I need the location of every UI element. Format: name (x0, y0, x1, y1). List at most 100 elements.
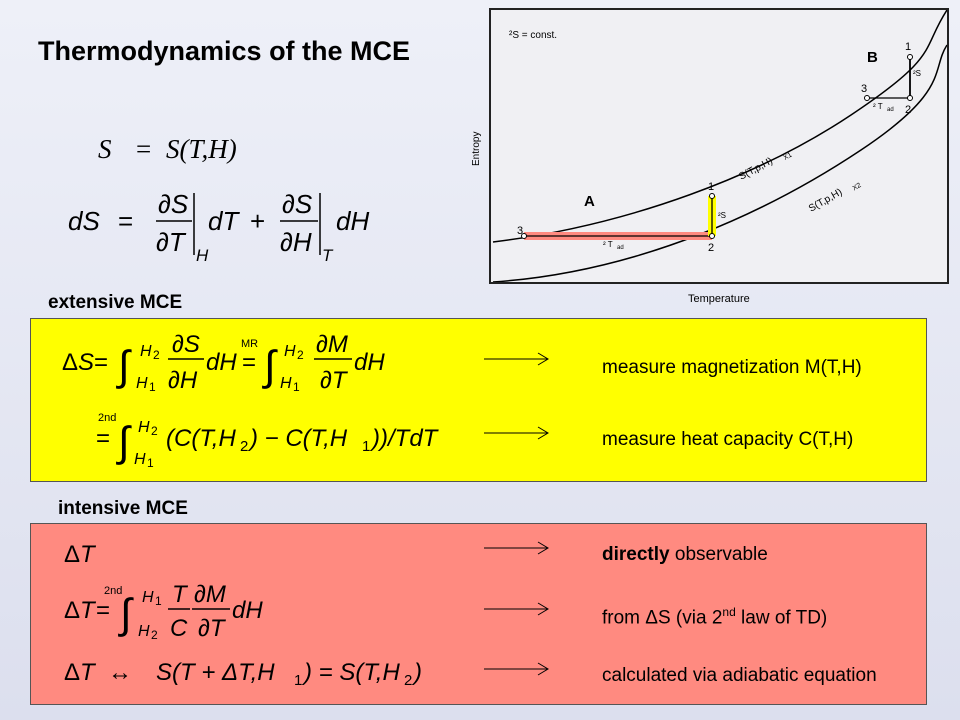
svg-text:S(T + ΔT,H: S(T + ΔT,H (156, 659, 275, 686)
intensive-desc-1-rest: observable (669, 544, 768, 565)
svg-text:∂S: ∂S (172, 331, 200, 358)
svg-text:∫: ∫ (116, 342, 132, 389)
svg-text:H: H (134, 451, 146, 468)
eq2-lhs: dS (68, 206, 100, 236)
svg-text:(C(T,H: (C(T,H (166, 425, 236, 452)
svg-text:Δ: Δ (64, 597, 80, 624)
svg-text:C: C (170, 615, 188, 642)
svg-text:∂T: ∂T (320, 367, 349, 394)
svg-text:))/TdT: ))/TdT (369, 425, 440, 452)
curve1-label: S(T,p,H) (737, 156, 775, 183)
dt-sub-a: ad (617, 245, 624, 251)
svg-text:H: H (284, 343, 296, 360)
eq1-lhs: S (98, 134, 112, 164)
intensive-desc-1-bold: directly (602, 544, 670, 565)
point-1-a: 1 (708, 181, 714, 193)
dt-sub-b: ad (887, 107, 894, 113)
intensive-desc-1: directly observable (602, 544, 768, 566)
point-1-b: 1 (905, 41, 911, 53)
svg-text:∫: ∫ (262, 342, 278, 389)
svg-text:=: = (94, 349, 108, 376)
extensive-desc-1: measure magnetization M(T,H) (602, 357, 862, 378)
intensive-desc-2-pre: from ΔS (via 2 (602, 607, 723, 629)
svg-text:2: 2 (240, 438, 248, 455)
svg-text:H: H (280, 375, 292, 392)
svg-text:∫: ∫ (118, 590, 134, 637)
svg-text:): ) (411, 659, 422, 686)
svg-text:2: 2 (153, 348, 160, 362)
dt-label-b: ² T (873, 102, 883, 111)
svg-text:+: + (250, 206, 265, 236)
eq1-op: = (136, 134, 152, 164)
svg-text:=: = (96, 425, 110, 452)
ds-label-b: ²S (913, 69, 921, 78)
second-label-int: 2nd (104, 585, 123, 597)
intensive-panel (30, 523, 927, 705)
intensive-desc-2-post: law of TD) (735, 607, 828, 629)
label-b: B (867, 49, 878, 66)
svg-text:S: S (78, 349, 94, 376)
svg-text:∂T: ∂T (156, 227, 187, 257)
svg-text:T: T (80, 659, 97, 686)
svg-text:2: 2 (297, 348, 304, 362)
second-label-ext: 2nd (98, 412, 117, 424)
svg-text:∂S: ∂S (158, 189, 189, 219)
svg-text:) = S(T,H: ) = S(T,H (301, 659, 400, 686)
svg-text:1: 1 (362, 438, 370, 455)
svg-text:H: H (136, 375, 148, 392)
svg-text:dT: dT (208, 206, 240, 236)
arrow-icon (484, 541, 549, 555)
svg-text:∂T: ∂T (198, 615, 227, 642)
svg-text:dH: dH (232, 597, 263, 624)
svg-text:H: H (138, 623, 150, 640)
curve2-sub: X2 (852, 182, 863, 192)
svg-text:T: T (80, 597, 97, 624)
eq1-rhs: S(T,H) (166, 134, 237, 164)
curve-x2 (492, 44, 947, 282)
extensive-desc-2: measure heat capacity C(T,H) (602, 429, 854, 450)
svg-text:dH: dH (336, 206, 369, 236)
svg-text:T: T (80, 541, 97, 568)
curve1-sub: X1 (782, 152, 793, 162)
svg-text:∂H: ∂H (168, 367, 198, 394)
svg-text:H: H (138, 419, 150, 436)
svg-text:Δ: Δ (64, 659, 80, 686)
const-label: ²S = const. (509, 30, 557, 41)
svg-text:Δ: Δ (62, 349, 78, 376)
intensive-desc-2-sup: nd (722, 605, 736, 619)
svg-text:∂M: ∂M (316, 331, 348, 358)
intensive-desc-3: calculated via adiabatic equation (602, 665, 877, 686)
y-axis-label: Entropy (471, 131, 482, 166)
svg-text:1: 1 (155, 594, 162, 608)
arrow-icon (484, 352, 549, 366)
svg-text:dH: dH (354, 349, 385, 376)
differential-equation: dS = ∂S ∂T H dT + ∂S ∂H T dH (68, 189, 369, 265)
svg-text:=: = (96, 597, 110, 624)
svg-text:1: 1 (293, 380, 300, 394)
point-2-a: 2 (708, 242, 714, 254)
svg-text:H: H (140, 343, 152, 360)
svg-text:1: 1 (149, 380, 156, 394)
page-title: Thermodynamics of the MCE (38, 36, 411, 66)
svg-text:dH: dH (206, 349, 237, 376)
extensive-heading: extensive MCE (48, 292, 183, 313)
point-3-b: 3 (861, 83, 867, 95)
x-axis-label: Temperature (688, 293, 750, 305)
point-2-b: 2 (905, 104, 911, 116)
curve2-label: S(T,p,H) (807, 187, 844, 215)
svg-text:2: 2 (151, 628, 158, 642)
arrow-icon (484, 602, 549, 616)
svg-text:∂H: ∂H (280, 227, 312, 257)
ds-label-a: ²S (718, 211, 726, 220)
svg-text:2: 2 (151, 424, 158, 438)
svg-text:∂S: ∂S (282, 189, 313, 219)
eq2-op: = (118, 206, 133, 236)
intensive-desc-2: from ΔS (via 2nd law of TD) (602, 605, 827, 629)
svg-text:) − C(T,H: ) − C(T,H (247, 425, 348, 452)
arrow-icon (484, 662, 549, 676)
